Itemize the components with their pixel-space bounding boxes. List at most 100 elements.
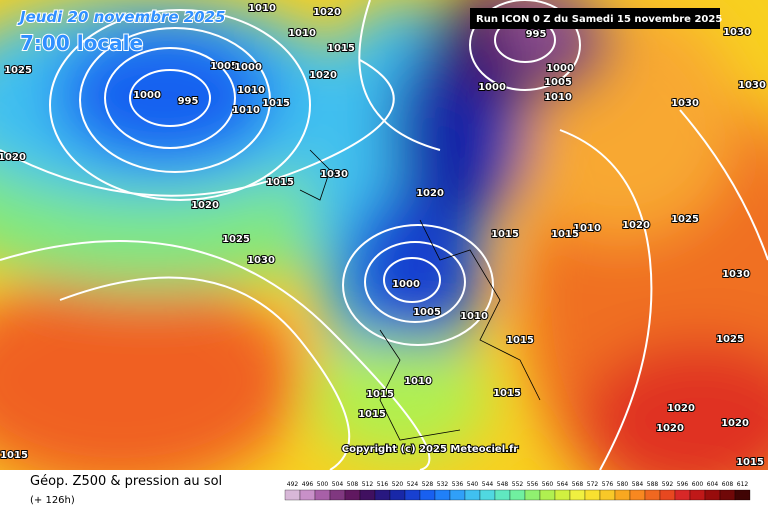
isobar-label: 1015 <box>327 43 355 54</box>
isobar-label: 1030 <box>671 98 699 109</box>
legend-label: 524 <box>407 481 419 488</box>
legend-label: 596 <box>677 481 689 488</box>
isobar-label: 995 <box>526 29 547 40</box>
isobar-label: 1015 <box>366 389 394 400</box>
legend-swatch <box>629 489 646 501</box>
isobar-label: 1025 <box>4 65 32 76</box>
legend-label: 556 <box>527 481 539 488</box>
legend-swatch <box>449 489 466 501</box>
legend-swatch <box>419 489 436 501</box>
legend-label: 536 <box>452 481 464 488</box>
legend-label: 508 <box>347 481 359 488</box>
isobar-label: 1020 <box>622 220 650 231</box>
isobar-label: 1005 <box>210 61 238 72</box>
isobar-label: 1015 <box>266 177 294 188</box>
legend-swatch <box>659 489 676 501</box>
legend-swatch <box>389 489 406 501</box>
legend-swatch <box>359 489 376 501</box>
isobar-label: 1005 <box>544 77 572 88</box>
isobar-label: 1025 <box>671 214 699 225</box>
isobar-label: 1030 <box>320 169 348 180</box>
legend-swatch <box>479 489 496 501</box>
legend-label: 532 <box>437 481 449 488</box>
isobars <box>0 0 768 470</box>
isobar-label: 1020 <box>721 418 749 429</box>
legend-label: 592 <box>662 481 674 488</box>
legend-label: 568 <box>572 481 584 488</box>
legend-swatch <box>644 489 661 501</box>
isobar-label: 1010 <box>288 28 316 39</box>
legend-label: 560 <box>542 481 554 488</box>
isobar-label: 1030 <box>738 80 766 91</box>
coastlines <box>299 149 541 441</box>
legend-label: 552 <box>512 481 524 488</box>
isobar-label: 1010 <box>404 376 432 387</box>
isobar-label: 1030 <box>723 27 751 38</box>
legend-label: 584 <box>632 481 644 488</box>
legend-swatch <box>539 489 556 501</box>
isobar-label: 1020 <box>416 188 444 199</box>
legend-swatch <box>404 489 421 501</box>
isobar-label: 1000 <box>546 63 574 74</box>
isobar-label: 1015 <box>262 98 290 109</box>
isobar-label: 995 <box>178 96 199 107</box>
legend-label: 564 <box>557 481 569 488</box>
legend-swatch <box>524 489 541 501</box>
legend-label: 504 <box>332 481 344 488</box>
isobar-label: 1015 <box>0 450 28 461</box>
legend-label: 520 <box>392 481 404 488</box>
legend-label: 572 <box>587 481 599 488</box>
isobar-label: 1015 <box>551 229 579 240</box>
legend-swatch <box>614 489 631 501</box>
footer-lead: (+ 126h) <box>30 495 75 506</box>
legend-swatch <box>284 489 301 501</box>
legend-label: 612 <box>737 481 749 488</box>
legend-swatch <box>509 489 526 501</box>
isobar-label: 1010 <box>232 105 260 116</box>
legend-label: 548 <box>497 481 509 488</box>
isobar-label: 1020 <box>309 70 337 81</box>
legend-swatch <box>719 489 736 501</box>
legend-swatch <box>569 489 586 501</box>
legend-label: 580 <box>617 481 629 488</box>
isobar-label: 1020 <box>191 200 219 211</box>
isobar-label: 1015 <box>491 229 519 240</box>
run-info: Run ICON 0 Z du Samedi 15 novembre 2025 <box>476 14 722 25</box>
legend-swatch <box>344 489 361 501</box>
isobar-label: 1000 <box>133 90 161 101</box>
legend-swatch <box>464 489 481 501</box>
time: 7:00 locale <box>20 31 143 55</box>
legend-swatch <box>494 489 511 501</box>
isobar-label: 1010 <box>573 223 601 234</box>
isobar-label: 1020 <box>0 152 26 163</box>
legend-swatch <box>314 489 331 501</box>
legend-label: 600 <box>692 481 704 488</box>
isobar-label: 1025 <box>222 234 250 245</box>
date: Jeudi 20 novembre 2025 <box>17 8 225 26</box>
isobar-label: 1020 <box>656 423 684 434</box>
isobar-label: 1015 <box>358 409 386 420</box>
isobar-label: 1000 <box>392 279 420 290</box>
legend-label: 512 <box>362 481 374 488</box>
isobar-label: 1015 <box>736 457 764 468</box>
isobar-label: 1010 <box>460 311 488 322</box>
legend-label: 604 <box>707 481 719 488</box>
legend-swatch <box>599 489 616 501</box>
legend-swatch <box>329 489 346 501</box>
legend-swatch <box>734 489 751 501</box>
legend-label: 516 <box>377 481 389 488</box>
isobar-label: 1010 <box>544 92 572 103</box>
isobar-label: 1010 <box>248 3 276 14</box>
legend-label: 500 <box>317 481 329 488</box>
isobar-label: 1030 <box>247 255 275 266</box>
legend-swatch <box>674 489 691 501</box>
legend-label: 540 <box>467 481 479 488</box>
legend-swatch <box>704 489 721 501</box>
isobar-label: 1005 <box>413 307 441 318</box>
legend-swatch <box>299 489 316 501</box>
run-box <box>470 8 720 29</box>
legend-swatch <box>434 489 451 501</box>
